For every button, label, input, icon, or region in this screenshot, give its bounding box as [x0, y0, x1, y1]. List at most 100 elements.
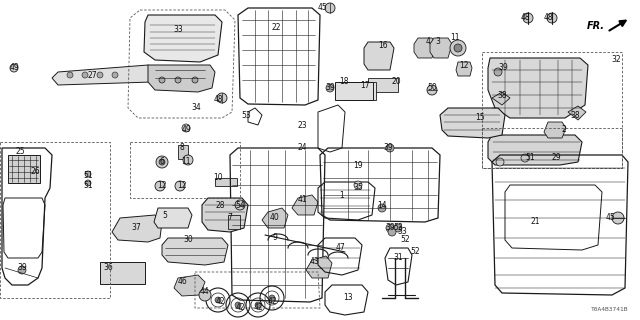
Text: 42: 42 [253, 303, 263, 313]
Circle shape [269, 295, 275, 301]
Text: 11: 11 [451, 34, 460, 43]
Text: 48: 48 [213, 95, 223, 105]
Circle shape [547, 13, 557, 23]
Polygon shape [488, 135, 582, 165]
Circle shape [85, 171, 91, 177]
Circle shape [612, 212, 624, 224]
Text: 26: 26 [30, 167, 40, 177]
Polygon shape [292, 195, 318, 215]
Text: 39: 39 [325, 84, 335, 92]
Circle shape [521, 154, 529, 162]
Circle shape [18, 266, 26, 274]
Text: 18: 18 [339, 77, 349, 86]
Circle shape [112, 72, 118, 78]
Text: 9: 9 [273, 234, 277, 243]
Polygon shape [414, 38, 436, 58]
Circle shape [235, 200, 245, 210]
Text: 42: 42 [215, 298, 225, 307]
Circle shape [82, 72, 88, 78]
Text: 54: 54 [235, 201, 245, 210]
Text: 16: 16 [378, 41, 388, 50]
Circle shape [97, 72, 103, 78]
Circle shape [496, 158, 504, 166]
Text: 52: 52 [410, 247, 420, 257]
Circle shape [325, 3, 335, 13]
Text: 39: 39 [17, 263, 27, 273]
Text: 23: 23 [297, 121, 307, 130]
Polygon shape [456, 62, 472, 76]
Bar [215, 178, 237, 186]
Text: 42: 42 [267, 298, 277, 307]
Text: 39: 39 [498, 63, 508, 73]
Circle shape [386, 224, 394, 232]
Text: 42: 42 [235, 303, 245, 313]
Text: 7: 7 [228, 213, 232, 222]
Text: 38: 38 [497, 91, 507, 100]
Text: 51: 51 [83, 171, 93, 180]
Text: 3: 3 [436, 37, 440, 46]
Circle shape [255, 302, 261, 308]
Polygon shape [174, 275, 205, 296]
Text: 39: 39 [383, 143, 393, 153]
Bar [178, 145, 188, 159]
Text: 48: 48 [543, 13, 553, 22]
Text: 1: 1 [340, 190, 344, 199]
Bar [100, 262, 145, 284]
Polygon shape [440, 108, 505, 138]
Circle shape [523, 13, 533, 23]
Text: 29: 29 [551, 154, 561, 163]
Text: 19: 19 [353, 161, 363, 170]
Text: 45: 45 [605, 213, 615, 222]
Text: 48: 48 [520, 13, 530, 22]
Text: 41: 41 [297, 196, 307, 204]
Text: 4: 4 [426, 37, 431, 46]
Text: 6: 6 [159, 157, 164, 166]
Text: 24: 24 [297, 143, 307, 153]
Polygon shape [544, 122, 566, 138]
Text: 5: 5 [163, 211, 168, 220]
Circle shape [378, 204, 386, 212]
Text: 45: 45 [318, 4, 328, 12]
Bar [228, 215, 240, 229]
Circle shape [192, 77, 198, 83]
Polygon shape [492, 92, 510, 105]
Text: 34: 34 [191, 103, 201, 113]
Circle shape [217, 93, 227, 103]
Circle shape [85, 180, 91, 186]
Circle shape [354, 181, 362, 189]
Text: 33: 33 [173, 26, 183, 35]
Text: 38: 38 [570, 110, 580, 119]
Text: 35: 35 [353, 183, 363, 193]
Text: 31: 31 [393, 253, 403, 262]
Circle shape [175, 181, 185, 191]
Text: 53: 53 [397, 228, 407, 236]
Polygon shape [364, 42, 394, 70]
Text: 15: 15 [475, 114, 485, 123]
Circle shape [427, 85, 437, 95]
Text: 2: 2 [562, 125, 566, 134]
Text: 12: 12 [460, 60, 468, 69]
Bar [368, 78, 398, 92]
Text: 28: 28 [215, 201, 225, 210]
Circle shape [182, 124, 190, 132]
Circle shape [155, 181, 165, 191]
Text: 43: 43 [310, 258, 320, 267]
Circle shape [183, 155, 193, 165]
Polygon shape [568, 106, 586, 120]
Text: 11: 11 [181, 157, 191, 166]
Polygon shape [154, 208, 192, 228]
Text: 20: 20 [391, 77, 401, 86]
Text: 46: 46 [177, 277, 187, 286]
Circle shape [159, 77, 165, 83]
Circle shape [388, 228, 396, 236]
Text: 51: 51 [525, 154, 535, 163]
Text: T0A4B3741B: T0A4B3741B [591, 307, 628, 312]
Polygon shape [306, 256, 332, 278]
Circle shape [450, 40, 466, 56]
Polygon shape [430, 38, 452, 58]
Text: 10: 10 [213, 173, 223, 182]
Circle shape [394, 224, 402, 232]
Circle shape [156, 156, 168, 168]
Text: 51: 51 [83, 180, 93, 189]
Text: 52: 52 [400, 236, 410, 244]
